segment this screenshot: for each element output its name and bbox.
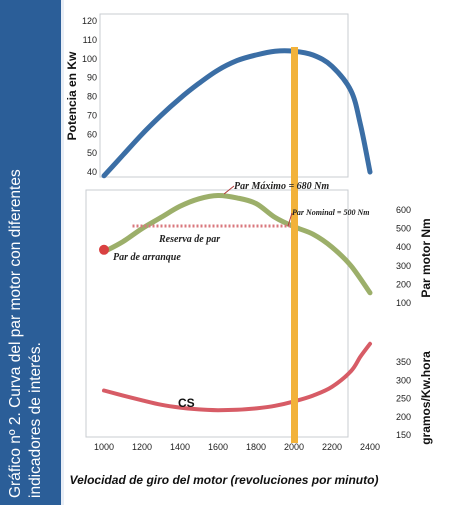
torque-y-tick: 500 bbox=[396, 224, 411, 234]
power-y-tick: 60 bbox=[87, 129, 97, 139]
x-axis-tick: 1800 bbox=[246, 442, 266, 452]
consumption-y-axis-title: gramos/Kw.hora bbox=[419, 351, 433, 445]
power-panel-frame bbox=[99, 13, 349, 178]
x-axis-tick: 2400 bbox=[360, 442, 380, 452]
torque-y-tick: 600 bbox=[396, 205, 411, 215]
torque-curve bbox=[101, 192, 373, 296]
power-y-tick: 40 bbox=[87, 167, 97, 177]
consumption-curve-label: CS bbox=[178, 396, 195, 410]
caption-line-2: indicadores de interés. bbox=[27, 342, 44, 498]
consumption-y-tick: 150 bbox=[396, 430, 411, 440]
torque-y-tick: 200 bbox=[396, 279, 411, 289]
x-axis-title: Velocidad de giro del motor (revolucione… bbox=[70, 473, 379, 487]
consumption-curve bbox=[102, 341, 372, 413]
start-torque-label: Par de arranque bbox=[113, 252, 181, 263]
consumption-y-tick: 200 bbox=[396, 412, 411, 422]
caption-line-1: Gráfico nº 2. Curva del par motor con di… bbox=[7, 169, 24, 498]
torque-y-tick: 100 bbox=[396, 298, 411, 308]
reference-rpm-line bbox=[291, 47, 298, 443]
x-axis-tick: 1400 bbox=[170, 442, 190, 452]
engine-curves-chart: 120 110 100 90 80 70 60 50 40 Potencia en Kw 600 50… bbox=[65, 13, 433, 487]
x-axis-tick: 2200 bbox=[322, 442, 342, 452]
max-torque-label: Par Máximo = 680 Nm bbox=[234, 181, 329, 192]
figure-caption: Gráfico nº 2. Curva del par motor con di… bbox=[6, 8, 46, 498]
consumption-y-tick: 300 bbox=[396, 375, 411, 385]
nominal-torque-arrow bbox=[287, 212, 293, 227]
consumption-y-tick: 250 bbox=[396, 394, 411, 404]
start-torque-point bbox=[99, 244, 109, 255]
power-y-tick: 80 bbox=[87, 92, 97, 102]
torque-y-tick: 300 bbox=[396, 261, 411, 271]
nominal-torque-label: Par Nominal = 500 Nm bbox=[292, 208, 369, 217]
power-y-tick: 110 bbox=[83, 35, 97, 45]
caption-banner: Gráfico nº 2. Curva del par motor con di… bbox=[0, 0, 64, 505]
torque-y-tick: 400 bbox=[396, 242, 411, 252]
x-axis-tick: 1200 bbox=[132, 442, 152, 452]
chart-area: 120 110 100 90 80 70 60 50 40 Potencia en Kw 600 50… bbox=[64, 0, 450, 505]
x-axis-tick: 2000 bbox=[284, 442, 304, 452]
power-y-tick: 120 bbox=[82, 16, 97, 26]
power-curve bbox=[101, 48, 373, 179]
consumption-y-tick: 350 bbox=[396, 357, 411, 367]
power-y-tick: 70 bbox=[87, 110, 97, 120]
x-axis-tick: 1000 bbox=[94, 442, 114, 452]
power-y-tick: 100 bbox=[82, 54, 97, 64]
torque-y-axis-title: Par motor Nm bbox=[419, 218, 433, 297]
x-axis-tick: 1600 bbox=[208, 442, 228, 452]
power-y-axis-title: Potencia en Kw bbox=[65, 51, 79, 140]
max-torque-arrow bbox=[223, 185, 235, 195]
torque-reserve-label: Reserva de par bbox=[158, 234, 220, 245]
power-y-tick: 50 bbox=[87, 148, 97, 158]
power-y-tick: 90 bbox=[87, 73, 97, 83]
